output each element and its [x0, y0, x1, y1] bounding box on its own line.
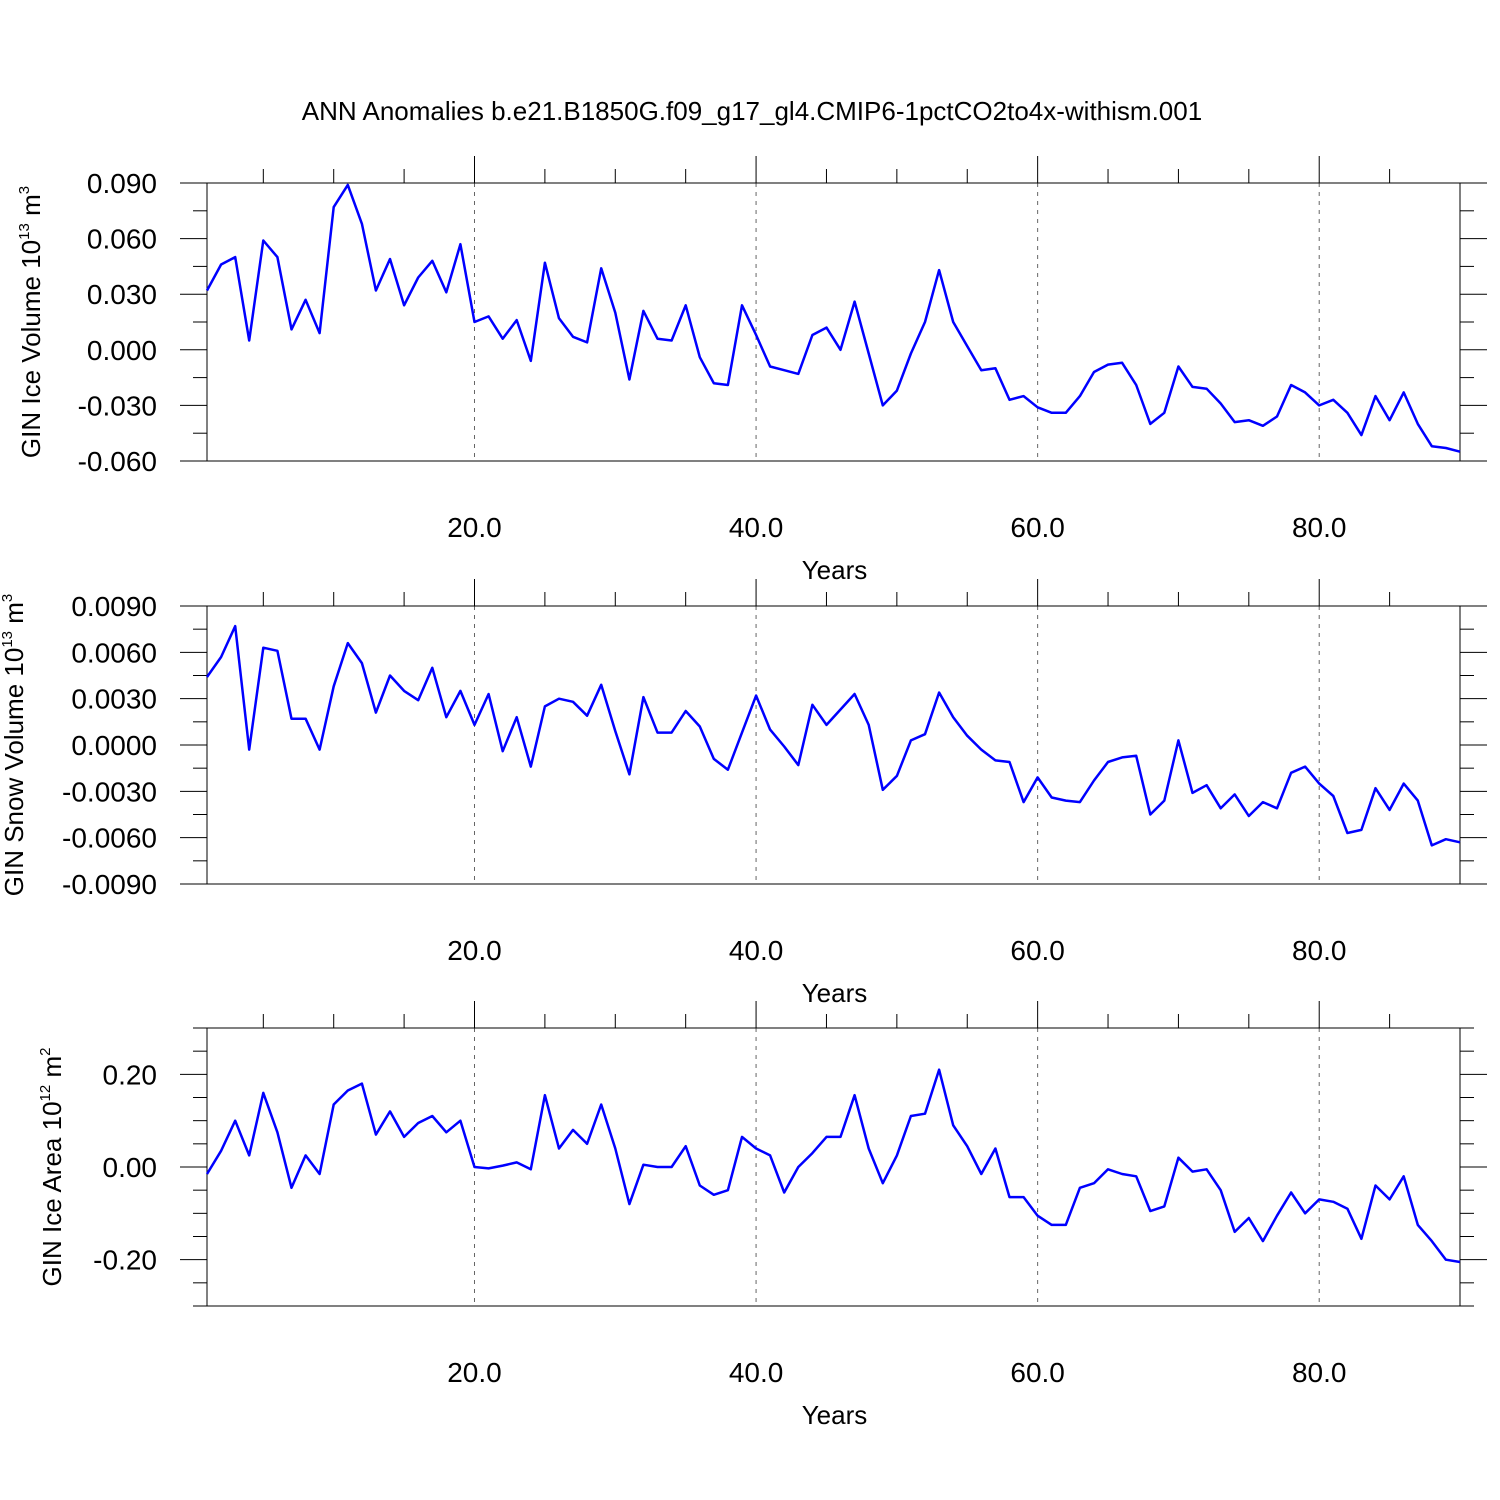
xtick-label: 80.0: [1292, 1357, 1347, 1388]
y-axis-label: GIN Ice Volume 1013 m3: [16, 186, 46, 458]
ytick-label: 0.090: [87, 168, 157, 199]
xtick-label: 20.0: [447, 512, 502, 543]
x-axis-label: Years: [802, 555, 868, 585]
chart-panel-3: 0.20 0.00 -0.20 20.0 40.0 60.0 80.0 Years GIN Ic…: [37, 1001, 1487, 1430]
xtick-label: 20.0: [447, 1357, 502, 1388]
figure-title: ANN Anomalies b.e21.B1850G.f09_g17_gl4.C…: [302, 96, 1202, 126]
ytick-label: 0.060: [87, 224, 157, 255]
chart-panel-1: 0.090 0.060 0.030 0.000 -0.030 -0.060 20.0 40.0…: [16, 156, 1487, 585]
y-axis-label: GIN Ice Area 1012 m2: [37, 1048, 67, 1287]
ytick-label: 0.0030: [71, 684, 157, 715]
ytick-label: 0.0000: [71, 730, 157, 761]
xtick-label: 80.0: [1292, 512, 1347, 543]
ytick-label: -0.060: [78, 446, 157, 477]
ytick-label: 0.00: [103, 1152, 158, 1183]
series-line: [205, 624, 1461, 847]
ytick-label: -0.0060: [62, 823, 157, 854]
series-line: [205, 183, 1461, 453]
chart-panel-2: 0.0090 0.0060 0.0030 0.0000 -0.0030 -0.0060 -0…: [0, 579, 1487, 1008]
ytick-label: 0.20: [103, 1059, 158, 1090]
xtick-label: 80.0: [1292, 935, 1347, 966]
xtick-label: 60.0: [1010, 512, 1065, 543]
xtick-label: 60.0: [1010, 1357, 1065, 1388]
ytick-label: 0.000: [87, 335, 157, 366]
xtick-label: 20.0: [447, 935, 502, 966]
plot-frame: [206, 1027, 1461, 1307]
series-line: [205, 1068, 1461, 1264]
ytick-label: 0.0060: [71, 637, 157, 668]
plot-frame: [206, 605, 1461, 885]
xtick-label: 40.0: [729, 512, 784, 543]
ytick-label: 0.0090: [71, 591, 157, 622]
ytick-label: 0.030: [87, 279, 157, 310]
y-axis-label: GIN Snow Volume 1013 m3: [0, 594, 29, 897]
ytick-label: -0.20: [93, 1245, 157, 1276]
ytick-label: -0.0030: [62, 776, 157, 807]
ytick-label: -0.0090: [62, 869, 157, 900]
x-axis-label: Years: [802, 1400, 868, 1430]
x-axis-label: Years: [802, 978, 868, 1008]
ytick-label: -0.030: [78, 390, 157, 421]
xtick-label: 40.0: [729, 935, 784, 966]
xtick-label: 60.0: [1010, 935, 1065, 966]
xtick-label: 40.0: [729, 1357, 784, 1388]
